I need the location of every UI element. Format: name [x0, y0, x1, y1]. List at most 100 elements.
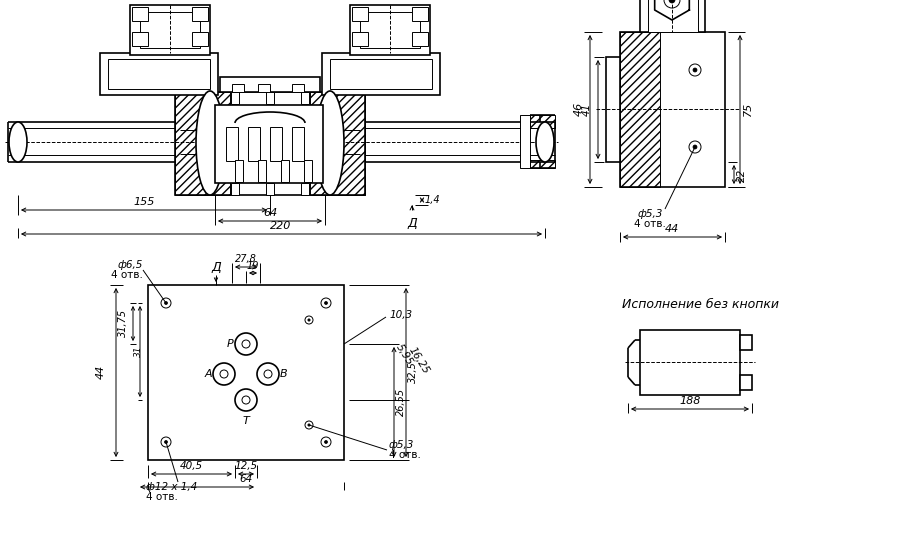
Bar: [648, 0, 698, 32]
Bar: [322, 53, 440, 95]
Ellipse shape: [196, 91, 224, 195]
Bar: [192, 32, 208, 46]
Text: 64: 64: [239, 474, 253, 484]
Bar: [108, 59, 210, 89]
Bar: [130, 5, 210, 55]
Bar: [175, 92, 230, 195]
Ellipse shape: [316, 91, 344, 195]
Text: 44: 44: [96, 365, 106, 379]
Text: ф5,3: ф5,3: [389, 440, 414, 450]
Text: 46: 46: [574, 102, 584, 116]
Text: 26,55: 26,55: [396, 388, 406, 416]
Text: 75: 75: [743, 102, 753, 116]
Bar: [266, 183, 274, 195]
Bar: [620, 32, 660, 187]
Bar: [258, 84, 270, 92]
Bar: [140, 12, 200, 48]
Circle shape: [165, 440, 167, 444]
Text: 188: 188: [680, 396, 701, 406]
Circle shape: [693, 68, 697, 72]
Bar: [220, 77, 320, 92]
Text: 10,3: 10,3: [389, 310, 412, 320]
Circle shape: [308, 319, 310, 321]
Bar: [740, 335, 752, 350]
Bar: [412, 7, 428, 21]
Bar: [281, 160, 289, 182]
Bar: [215, 105, 323, 183]
Text: A: A: [204, 369, 212, 379]
Bar: [292, 127, 304, 161]
Circle shape: [325, 440, 328, 444]
Bar: [258, 160, 266, 182]
Bar: [740, 375, 752, 390]
Text: 22: 22: [737, 168, 747, 182]
Bar: [235, 160, 243, 182]
Text: 4 отв.: 4 отв.: [634, 219, 666, 229]
Bar: [412, 32, 428, 46]
Bar: [640, 0, 705, 32]
Bar: [226, 127, 238, 161]
Bar: [132, 7, 148, 21]
Text: Исполнение без кнопки: Исполнение без кнопки: [622, 299, 778, 312]
Bar: [301, 92, 309, 104]
Text: Д: Д: [212, 260, 220, 273]
Text: ф5,3: ф5,3: [637, 209, 662, 219]
Bar: [606, 57, 620, 162]
Bar: [231, 183, 239, 195]
Text: 41: 41: [582, 102, 592, 116]
Circle shape: [325, 301, 328, 305]
Text: 4 отв.: 4 отв.: [111, 270, 143, 280]
Text: 12,5: 12,5: [234, 461, 257, 471]
Bar: [231, 92, 239, 104]
Bar: [352, 32, 368, 46]
Text: 155: 155: [133, 197, 155, 207]
Text: 31: 31: [134, 345, 143, 357]
Bar: [640, 330, 740, 395]
Bar: [530, 115, 555, 128]
Text: 4 отв.: 4 отв.: [146, 492, 178, 502]
Bar: [132, 32, 148, 46]
Bar: [100, 53, 218, 95]
Bar: [350, 5, 430, 55]
Ellipse shape: [9, 122, 27, 162]
Circle shape: [669, 0, 675, 3]
Bar: [266, 92, 274, 104]
Circle shape: [308, 424, 310, 426]
Bar: [310, 92, 365, 195]
Text: 40,5: 40,5: [179, 461, 203, 471]
Bar: [192, 7, 208, 21]
Bar: [175, 92, 365, 195]
Text: B: B: [280, 369, 288, 379]
Text: 44: 44: [665, 224, 680, 234]
Bar: [620, 32, 725, 187]
Ellipse shape: [536, 122, 554, 162]
Text: ф12 х 1,4: ф12 х 1,4: [146, 482, 197, 492]
Bar: [232, 84, 244, 92]
Bar: [292, 84, 304, 92]
Bar: [520, 115, 530, 168]
Bar: [304, 160, 312, 182]
Bar: [301, 183, 309, 195]
Text: 64: 64: [263, 208, 277, 218]
Text: 5,95: 5,95: [393, 343, 414, 368]
Circle shape: [693, 145, 697, 149]
Text: 4 отв.: 4 отв.: [389, 450, 421, 460]
Bar: [148, 285, 344, 460]
Text: 16,25: 16,25: [407, 345, 431, 375]
Bar: [330, 59, 432, 89]
Text: T: T: [243, 416, 249, 426]
Bar: [530, 160, 555, 168]
Text: 32,5: 32,5: [408, 361, 418, 383]
Text: 19: 19: [247, 261, 259, 271]
Text: ф6,5: ф6,5: [118, 260, 143, 270]
Text: 27,8: 27,8: [235, 254, 256, 264]
Bar: [248, 127, 260, 161]
Bar: [352, 7, 368, 21]
Circle shape: [165, 301, 167, 305]
Bar: [270, 127, 282, 161]
Text: 1,4: 1,4: [425, 195, 441, 205]
Text: Д: Д: [407, 217, 417, 230]
Bar: [360, 12, 420, 48]
Text: 31,75: 31,75: [118, 309, 128, 337]
Text: 220: 220: [270, 221, 292, 231]
